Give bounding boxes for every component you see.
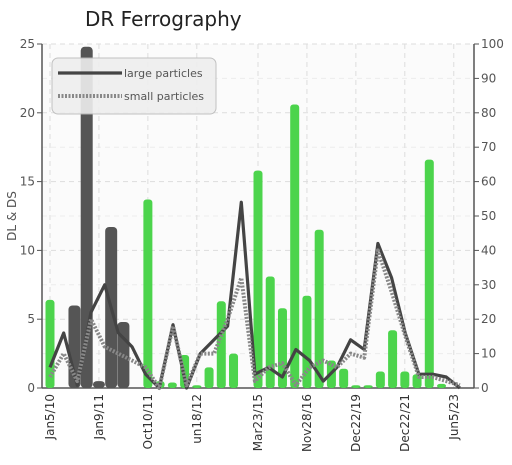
y-tick-label: 15 [20, 175, 35, 189]
bar-green [437, 383, 447, 388]
plot-area: 0 5 10 15 20 25 0 10 20 30 40 50 60 70 80 90 100 DL & DS J… [5, 37, 504, 452]
bar-green [400, 371, 410, 388]
bar-dark [92, 381, 105, 388]
x-tick-label: Jan5/10 [43, 394, 57, 440]
y2-tick-label: 30 [481, 278, 496, 292]
bar-green [351, 385, 361, 388]
y-tick-label: 10 [20, 243, 35, 257]
bar-green [253, 170, 263, 388]
bar-green [302, 295, 312, 388]
legend-label-small: small particles [124, 90, 204, 103]
bar-green [265, 276, 275, 388]
y2-tick-label: 80 [481, 106, 496, 120]
bar-green [167, 382, 177, 388]
y-tick-label: 25 [20, 37, 35, 51]
y2-tick-label: 50 [481, 209, 496, 223]
y-tick-label: 0 [27, 381, 35, 395]
bar-dark [80, 46, 93, 388]
x-tick-label: Oct10/11 [141, 394, 155, 449]
y2-tick-label: 10 [481, 347, 496, 361]
x-tick-label: Dec22/19 [349, 394, 363, 452]
y2-tick-label: 70 [481, 140, 496, 154]
bar-green [143, 199, 153, 388]
bar-green [314, 229, 324, 388]
y2-tick-label: 60 [481, 175, 496, 189]
bar-green [388, 330, 398, 388]
line-small-particles [48, 248, 461, 390]
bar-green [192, 385, 202, 388]
bar-green [204, 367, 214, 388]
x-tick-label: Jun5/23 [447, 394, 461, 441]
bar-green [290, 104, 300, 388]
y2-tick-label: 90 [481, 71, 496, 85]
x-tick-label: Mar23/15 [251, 394, 265, 451]
x-tick-label: Nov28/16 [300, 394, 314, 452]
y-tick-label: 20 [20, 106, 35, 120]
bar-green [277, 308, 287, 388]
y-tick-label: 5 [27, 312, 35, 326]
y2-tick-label: 0 [481, 381, 489, 395]
bar-green [424, 159, 434, 388]
bar-green [229, 353, 239, 388]
y2-tick-label: 100 [481, 37, 504, 51]
x-tick-label: Jan9/11 [92, 394, 106, 440]
bar-green [216, 301, 226, 388]
legend-label-large: large particles [124, 67, 203, 80]
y2-tick-label: 20 [481, 312, 496, 326]
x-tick-label: un18/12 [190, 394, 204, 444]
bar-green [339, 368, 349, 388]
x-tick-label: Dec22/21 [398, 394, 412, 452]
bar-green [375, 371, 385, 388]
chart-title: DR Ferrography [85, 7, 242, 31]
bar-green [363, 385, 373, 388]
y-axis-label: DL & DS [5, 191, 19, 241]
y2-tick-label: 40 [481, 243, 496, 257]
